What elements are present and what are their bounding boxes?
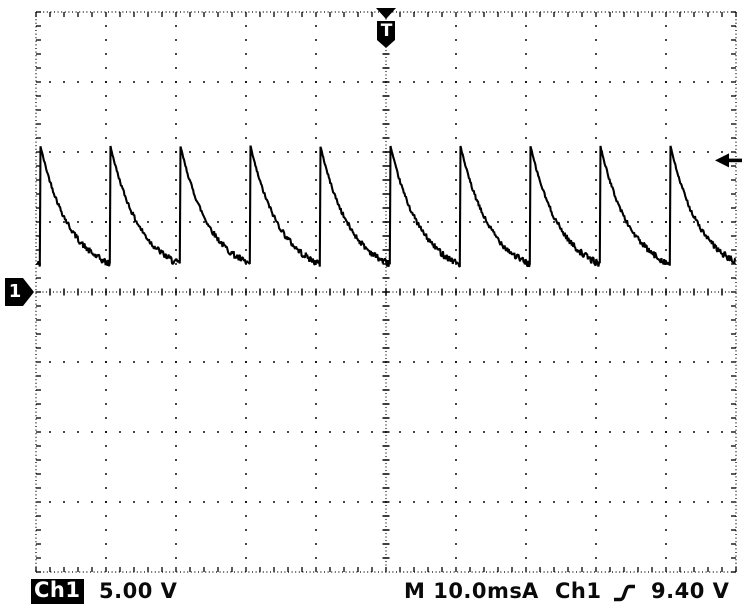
- trigger-position-label: T: [380, 21, 393, 41]
- trigger-position-marker: [376, 8, 396, 48]
- trigger-level-arrow: [715, 153, 742, 168]
- trigger-mode-readout: A: [522, 579, 539, 603]
- channel1-ground-marker: [5, 278, 34, 306]
- channel1-ground-label: 1: [8, 281, 22, 302]
- trigger-level-readout: 9.40 V: [651, 579, 730, 603]
- channel1-trace: [36, 145, 737, 268]
- rising-edge-icon: [614, 584, 635, 602]
- trigger-source-readout: Ch1: [555, 579, 602, 603]
- channel-badge: Ch1: [31, 579, 85, 604]
- readout-row: Ch1 5.00 V M 10.0ms A Ch1 9.40 V: [0, 579, 750, 609]
- timebase-readout: M 10.0ms: [404, 579, 523, 603]
- channel-scale-readout: 5.00 V: [99, 579, 178, 603]
- graticule: [35, 11, 737, 573]
